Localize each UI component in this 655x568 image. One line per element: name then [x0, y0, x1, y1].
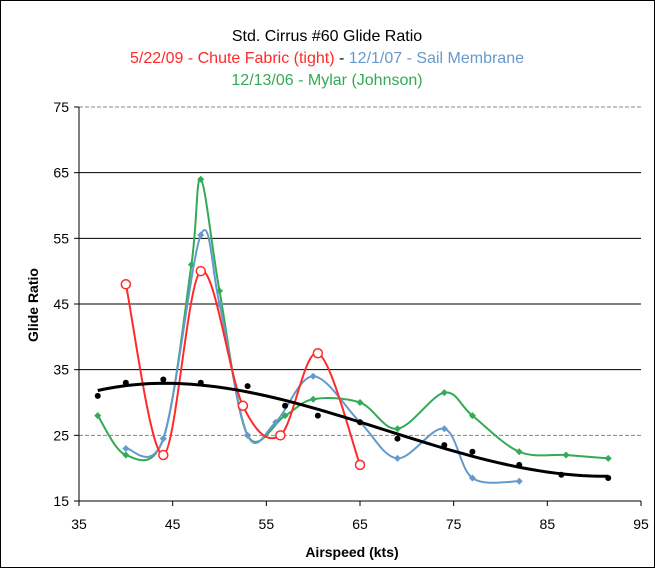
point-mylar [468, 412, 476, 420]
point-mylar [604, 454, 612, 462]
series-chute [120, 265, 366, 471]
y-tick-label: 75 [53, 99, 69, 115]
point-trend [282, 402, 289, 409]
point-chute [195, 265, 207, 277]
point-mylar [356, 399, 364, 406]
y-tick-label: 15 [53, 493, 69, 509]
point-trend [94, 392, 101, 399]
point-mylar [197, 175, 205, 183]
point-chute [312, 348, 324, 359]
point-mylar [440, 389, 448, 397]
point-chute [120, 279, 132, 290]
point-sail [309, 372, 317, 380]
point-trend [160, 376, 167, 383]
subtitle-separator: - [335, 50, 349, 67]
subtitle-sail: 12/1/07 - Sail Membrane [349, 50, 524, 67]
point-chute [275, 430, 286, 441]
point-sail [393, 454, 401, 462]
chart-subtitle-1: 5/22/09 - Chute Fabric (tight) - 12/1/07… [130, 50, 524, 67]
point-trend [441, 442, 448, 449]
y-axis-title: Glide Ratio [25, 268, 41, 342]
y-tick-label: 55 [53, 230, 69, 246]
x-tick-label: 95 [633, 516, 649, 532]
x-tick-label: 65 [352, 516, 368, 532]
point-chute [158, 449, 169, 461]
point-mylar [515, 448, 523, 456]
point-mylar [122, 451, 130, 459]
point-sail [159, 435, 167, 443]
point-trend [558, 471, 565, 478]
x-axis-title: Airspeed (kts) [305, 544, 398, 560]
point-chute [354, 459, 366, 471]
point-trend [197, 379, 204, 386]
point-trend [394, 435, 401, 442]
x-tick-label: 55 [259, 516, 275, 532]
trendline-trend [97, 381, 609, 478]
point-sail [272, 418, 280, 426]
point-trend [122, 379, 129, 386]
point-mylar [562, 451, 570, 459]
chart-title: Std. Cirrus #60 Glide Ratio [232, 28, 422, 45]
point-trend [314, 412, 321, 419]
x-tick-label: 35 [71, 516, 87, 532]
point-trend [357, 419, 363, 426]
point-sail [515, 477, 523, 485]
series-trend [94, 376, 612, 482]
chart-subtitle-mylar: 12/13/06 - Mylar (Johnson) [231, 72, 422, 89]
point-sail [122, 444, 130, 452]
point-trend [244, 383, 251, 390]
series-layer [94, 175, 612, 485]
point-chute [237, 400, 249, 412]
x-tick-labels: 35 45 55 65 75 85 95 [71, 501, 649, 532]
x-tick-label: 75 [446, 516, 462, 532]
y-tick-label: 35 [53, 362, 69, 378]
y-tick-labels: 15 25 35 45 55 65 75 [53, 99, 79, 509]
point-mylar [309, 395, 317, 403]
gridlines [79, 106, 641, 436]
x-tick-label: 45 [165, 516, 181, 532]
point-sail [440, 425, 448, 433]
point-trend [605, 475, 612, 482]
x-tick-label: 85 [540, 516, 556, 532]
y-tick-label: 65 [53, 165, 69, 181]
point-sail [468, 474, 476, 482]
point-sail [197, 231, 205, 239]
point-sail [244, 431, 252, 439]
y-tick-label: 45 [53, 296, 69, 312]
point-mylar [393, 425, 401, 433]
point-trend [516, 461, 523, 468]
y-tick-label: 25 [53, 427, 69, 443]
subtitle-chute: 5/22/09 - Chute Fabric (tight) [130, 50, 335, 67]
point-mylar [94, 412, 102, 420]
point-trend [469, 448, 476, 455]
